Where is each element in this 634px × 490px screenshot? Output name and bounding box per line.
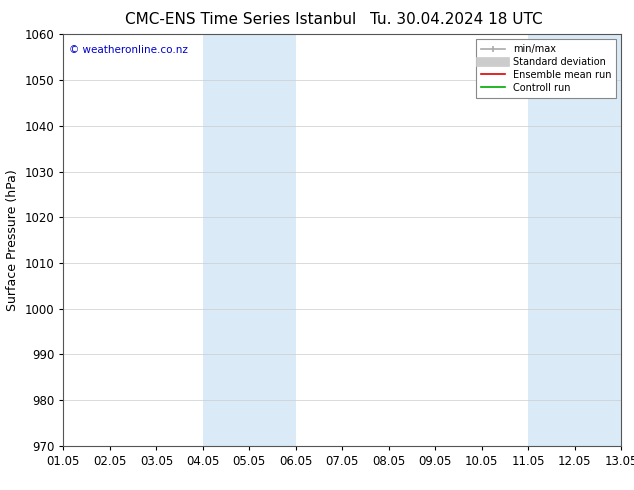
Text: © weatheronline.co.nz: © weatheronline.co.nz bbox=[69, 45, 188, 54]
Bar bbox=[203, 34, 296, 446]
Text: CMC-ENS Time Series Istanbul: CMC-ENS Time Series Istanbul bbox=[126, 12, 356, 27]
Y-axis label: Surface Pressure (hPa): Surface Pressure (hPa) bbox=[6, 169, 19, 311]
Legend: min/max, Standard deviation, Ensemble mean run, Controll run: min/max, Standard deviation, Ensemble me… bbox=[476, 39, 616, 98]
Text: Tu. 30.04.2024 18 UTC: Tu. 30.04.2024 18 UTC bbox=[370, 12, 543, 27]
Bar bbox=[528, 34, 621, 446]
